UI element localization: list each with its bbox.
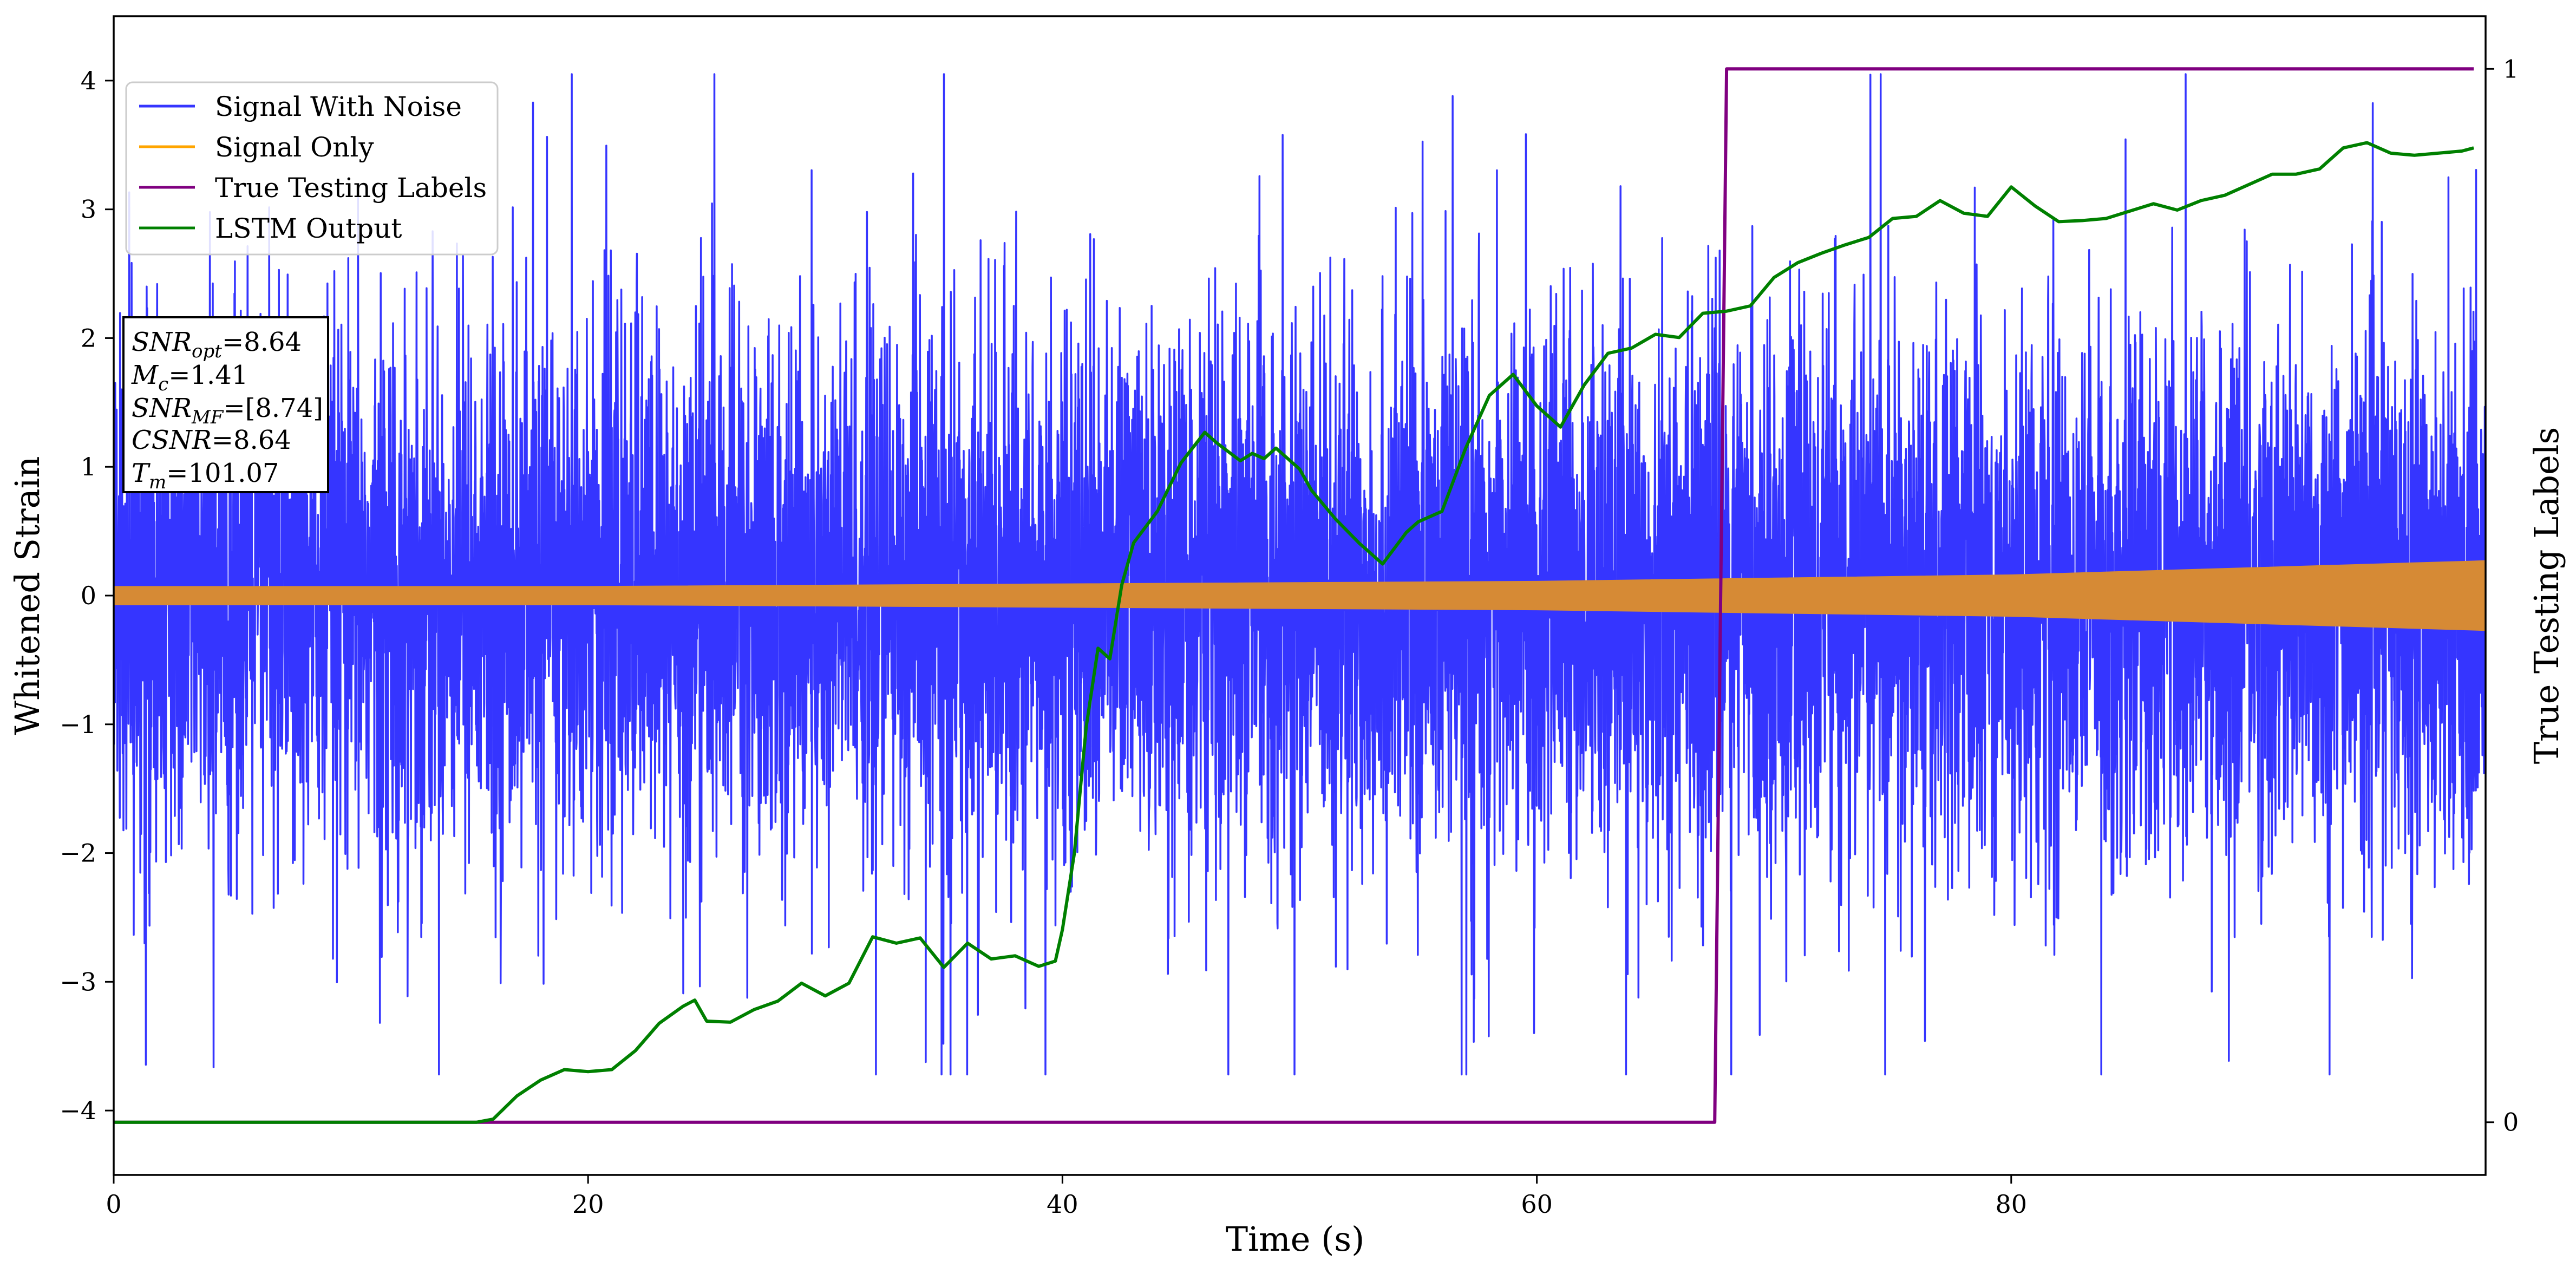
y-axis-label: Whitened Strain (8, 456, 47, 735)
legend-label-lstm-output: LSTM Output (215, 213, 402, 244)
legend-box (125, 81, 499, 256)
y2-axis-label: True Testing Labels (2527, 427, 2566, 765)
x-axis-label: Time (s) (1226, 1219, 1365, 1259)
parameter-annotation: SNRopt=8.64 Mc=1.41 SNRMF=[8.74] CSNR=8.… (122, 316, 329, 493)
series-lstm-output (114, 141, 2474, 1124)
legend-label-signal-with-noise: Signal With Noise (215, 91, 462, 122)
series-signal-only (114, 560, 2486, 631)
annotation-snr-mf: SNRMF=[8.74] (132, 393, 323, 428)
legend-label-signal-only: Signal Only (215, 132, 374, 163)
series-true-testing-labels (114, 67, 2474, 1124)
y-tick-label: 1 (81, 452, 96, 481)
true-testing-labels-line (114, 67, 2474, 1124)
annotation-snr-opt: SNRopt=8.64 (132, 327, 302, 362)
y-axis-ticks: −4 −3 −2 −1 0 1 2 3 4 (60, 66, 114, 1125)
annotation-csnr: CSNR=8.64 (132, 425, 291, 455)
y-tick-label: −1 (60, 710, 96, 739)
y-tick-label: −4 (60, 1096, 96, 1125)
y2-tick-label: 1 (2503, 54, 2519, 83)
signal-only-band (114, 560, 2486, 631)
x-tick-label: 80 (1996, 1190, 2028, 1219)
y-tick-label: 4 (81, 66, 96, 95)
legend-label-true-testing-labels: True Testing Labels (215, 172, 487, 204)
y-tick-label: 0 (81, 581, 96, 610)
x-tick-label: 0 (106, 1190, 121, 1219)
x-axis-ticks: 0 20 40 60 80 (106, 1175, 2027, 1219)
annotation-mc: Mc=1.41 (131, 360, 248, 395)
plot-area (114, 67, 2486, 1124)
annotation-tm: Tm=101.07 (132, 458, 279, 493)
x-tick-label: 40 (1047, 1190, 1078, 1219)
y-tick-label: −3 (60, 967, 96, 996)
lstm-output-line (114, 141, 2474, 1124)
y2-axis-ticks: 01 (2486, 54, 2519, 1137)
x-tick-label: 60 (1521, 1190, 1553, 1219)
y2-tick-label: 0 (2503, 1108, 2519, 1137)
annotation-box (122, 316, 329, 493)
y-tick-label: 2 (81, 323, 96, 352)
legend: Signal With Noise Signal Only True Testi… (125, 81, 499, 256)
x-tick-label: 20 (572, 1190, 604, 1219)
y-tick-label: 3 (81, 195, 96, 224)
y-tick-label: −2 (60, 839, 96, 868)
